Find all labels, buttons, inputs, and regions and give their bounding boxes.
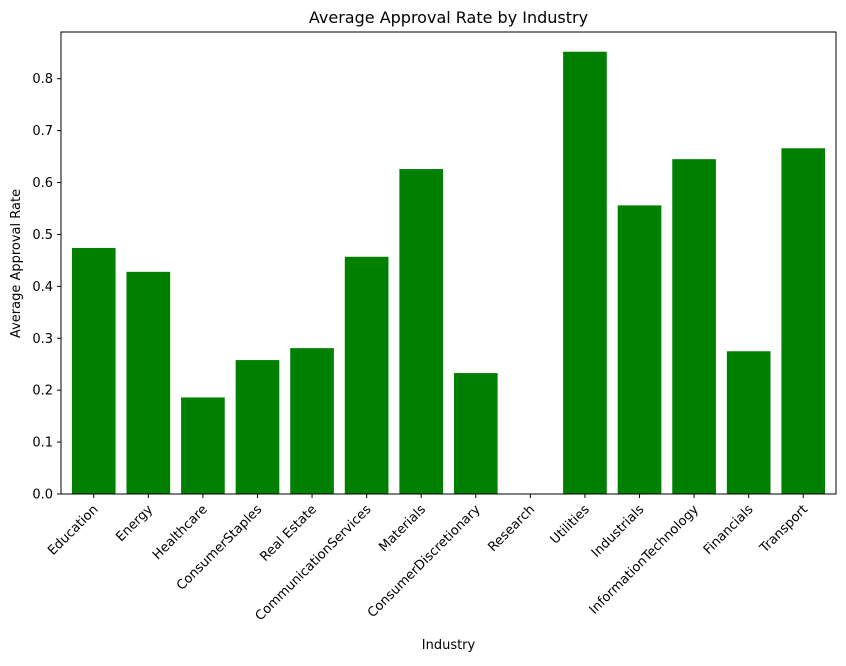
y-tick-label: 0.2 [32, 384, 53, 399]
chart-title: Average Approval Rate by Industry [309, 8, 588, 27]
y-tick-label: 0.7 [32, 124, 53, 139]
y-tick-label: 0.6 [32, 176, 53, 191]
x-tick-label: Utilities [548, 502, 593, 547]
y-tick-label: 0.4 [32, 280, 53, 295]
x-tick-label: Transport [757, 502, 811, 556]
bar-financials [726, 351, 771, 494]
bar-education [71, 247, 116, 494]
bar-informationtechnology [672, 159, 716, 494]
x-tick-label: InformationTechnology [587, 502, 703, 618]
bar-healthcare [181, 397, 225, 494]
y-tick-label: 0.8 [32, 72, 53, 87]
x-tick-label: Energy [113, 502, 156, 545]
bar-materials [399, 169, 444, 495]
bar-consumerstaples [235, 360, 280, 494]
x-tick-label: Education [45, 502, 101, 558]
y-tick-label: 0.1 [32, 436, 53, 451]
x-tick-label: ConsumerDiscretionary [365, 502, 484, 621]
x-axis-ticks: Education EnergyHealthcareConsumerStaples… [45, 494, 811, 624]
bar-consumerdiscretionary [453, 373, 498, 494]
y-tick-label: 0.0 [32, 488, 53, 503]
x-tick-label: Healthcare [150, 502, 211, 563]
plot-frame [60, 31, 837, 495]
bar-real-estate [290, 348, 334, 494]
bar-industrials [617, 205, 662, 494]
x-tick-label: Industrials [589, 502, 648, 561]
bars-layer [71, 51, 826, 495]
x-axis-title: Industry [422, 638, 476, 653]
y-axis-ticks: 0.0 0.1 0.2 0.3 0.4 0.5 0.6 0.7 0.8 [32, 72, 61, 503]
bar-energy [126, 271, 171, 494]
bar-transport [781, 148, 826, 494]
x-tick-label: Financials [701, 502, 757, 558]
bar-communicationservices [344, 256, 389, 494]
bar-utilities [563, 51, 607, 494]
x-tick-label: Materials [376, 502, 429, 555]
y-tick-label: 0.5 [32, 228, 53, 243]
y-axis-title: Average Approval Rate [9, 189, 24, 338]
x-tick-label: Research [485, 502, 538, 555]
y-tick-label: 0.3 [32, 332, 53, 347]
x-tick-label: CommunicationServices [253, 502, 375, 624]
